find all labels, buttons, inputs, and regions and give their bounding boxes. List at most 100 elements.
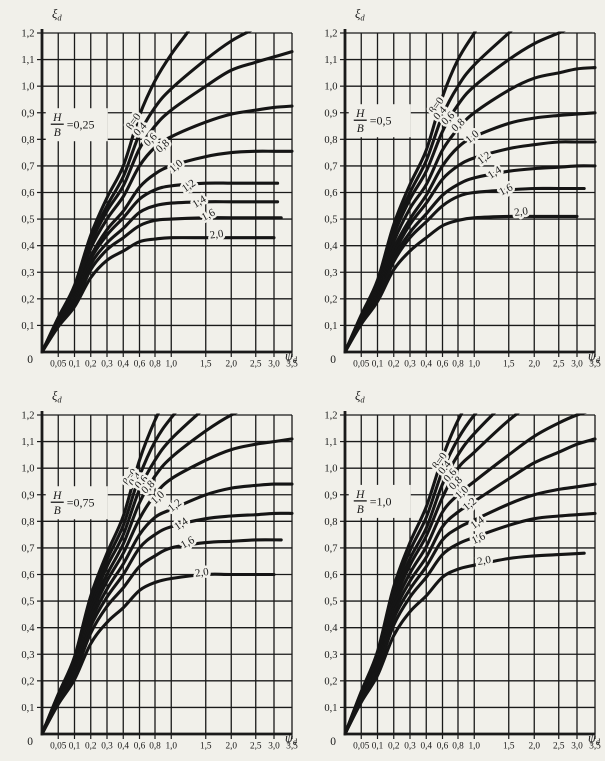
x-tick-label: 0,3 [404, 742, 416, 752]
curve-label: 2,0 [209, 228, 225, 242]
x-tick-label: 3,0 [571, 360, 583, 370]
y-tick-label: 0,1 [21, 321, 34, 332]
x-tick-label: 0,3 [101, 360, 113, 370]
origin-label: 0 [27, 736, 33, 748]
y-tick-label: 0,8 [324, 517, 337, 528]
axes [37, 411, 293, 739]
ratio-numerator: H [52, 112, 62, 124]
ratio-denominator: B [54, 505, 61, 517]
x-tick-label: 3,0 [571, 742, 583, 752]
x-tick-label: 0,8 [149, 742, 161, 752]
y-tick-label: 0,2 [21, 294, 34, 305]
y-axis-title: ξd [52, 7, 62, 23]
chart-top-right-svg: β=00,40,60,81,01,21,41,62,0HB=0,50,05 0,1… [324, 7, 601, 370]
tick-labels: 0,05 0,1 0,2 0,3 0,4 0,6 0,8 1,0 1,5 2,0 2,5 3,0 3,5… [324, 29, 601, 370]
x-tick-label: 2,5 [553, 360, 565, 370]
curve-label: 1,6 [200, 206, 218, 223]
x-tick-label: 0,8 [452, 360, 464, 370]
y-tick-label: 1,0 [21, 82, 34, 93]
curve-label: 2,0 [194, 566, 210, 580]
curve-beta-1,0 [345, 413, 588, 734]
x-tick-label: 0,2 [388, 742, 400, 752]
ratio-denominator: B [357, 123, 364, 135]
curve-beta-1,0 [42, 437, 294, 734]
ratio-numerator: H [52, 490, 62, 502]
y-tick-label: 0,9 [21, 490, 34, 501]
x-axis-title: ψd [588, 349, 601, 365]
x-tick-label: 0,6 [437, 742, 449, 752]
x-tick-label: 0,1 [372, 360, 384, 370]
x-axis-title: ψd [285, 731, 298, 747]
x-tick-label: 1,5 [200, 742, 212, 752]
y-tick-label: 0,2 [324, 676, 337, 687]
y-tick-label: 0,4 [324, 241, 338, 252]
y-tick-label: 0,1 [21, 703, 34, 714]
x-tick-label: 3,5 [286, 742, 298, 752]
curve-label: 1,6 [497, 181, 515, 198]
x-tick-label: 1,0 [165, 360, 177, 370]
ratio-label: HB =0,5 [348, 104, 411, 138]
x-tick-label: 0,1 [69, 360, 81, 370]
y-tick-label: 0,6 [21, 188, 34, 199]
curve-beta-1,2 [345, 140, 597, 352]
axes [340, 411, 596, 739]
y-tick-label: 1,0 [324, 82, 337, 93]
curve-family [345, 31, 597, 352]
x-tick-label: 0,1 [69, 742, 81, 752]
curve-beta-1,6 [42, 538, 283, 734]
chart-top-left-svg: β=00,40,60,81,01,21,41,62,0HB=0,250,05 0,… [21, 7, 298, 370]
chart-panel-top-right: β=0 0,4 0,6 0,8 1,0 1,2 1,4 1,6 2,0 H B =0,5 0,05 0,1… [305, 2, 603, 378]
curve-family [42, 31, 294, 352]
y-tick-label: 0,9 [324, 490, 337, 501]
y-tick-label: 1,2 [21, 411, 34, 422]
curve-label: 1,0 [463, 128, 482, 146]
y-tick-label: 0,4 [21, 241, 35, 252]
x-tick-label: 0,2 [388, 360, 400, 370]
y-tick-label: 0,2 [21, 676, 34, 687]
y-tick-label: 0,7 [21, 161, 34, 172]
y-tick-label: 0,4 [21, 623, 35, 634]
curve-label: 1,6 [179, 534, 197, 552]
y-tick-label: 0,5 [324, 215, 337, 226]
y-tick-label: 0,3 [21, 268, 34, 279]
curve-label: 2,0 [476, 554, 492, 568]
x-tick-label: 2,0 [528, 742, 540, 752]
ratio-value: =0,75 [67, 496, 95, 510]
y-tick-label: 1,2 [21, 29, 34, 40]
x-tick-label: 0,4 [117, 360, 129, 370]
y-tick-label: 0,3 [324, 650, 337, 661]
x-tick-label: 2,0 [225, 742, 237, 752]
curve-beta-1,0 [42, 149, 294, 352]
ratio-label: HB =0,75 [45, 486, 108, 520]
x-tick-label: 0,8 [149, 360, 161, 370]
ratio-label: HB =0,25 [45, 108, 108, 142]
x-tick-label: 1,0 [468, 742, 480, 752]
y-tick-label: 0,3 [21, 650, 34, 661]
x-tick-label: 3,0 [268, 742, 280, 752]
ratio-numerator: H [355, 108, 365, 120]
x-axis-title: ψd [588, 731, 601, 747]
axes [340, 29, 596, 357]
x-tick-label: 0,2 [85, 360, 97, 370]
x-tick-label: 1,5 [503, 360, 515, 370]
y-tick-label: 0,5 [21, 597, 34, 608]
x-tick-label: 0,05 [50, 360, 67, 370]
y-tick-label: 0,3 [324, 268, 337, 279]
x-tick-label: 2,5 [553, 742, 565, 752]
y-axis-title: ξd [52, 389, 62, 405]
x-tick-label: 1,0 [165, 742, 177, 752]
ratio-denominator: B [357, 504, 364, 516]
y-tick-label: 1,0 [324, 464, 337, 475]
y-tick-label: 0,2 [324, 294, 337, 305]
curve-beta-1,0 [345, 111, 597, 352]
x-tick-label: 0,6 [437, 360, 449, 370]
origin-label: 0 [330, 736, 336, 748]
axes [37, 29, 293, 357]
x-tick-label: 1,0 [468, 360, 480, 370]
x-tick-label: 1,5 [200, 360, 212, 370]
curve-family [345, 413, 597, 734]
x-tick-label: 0,05 [353, 360, 370, 370]
y-tick-label: 0,8 [21, 517, 34, 528]
y-tick-label: 0,6 [324, 570, 337, 581]
